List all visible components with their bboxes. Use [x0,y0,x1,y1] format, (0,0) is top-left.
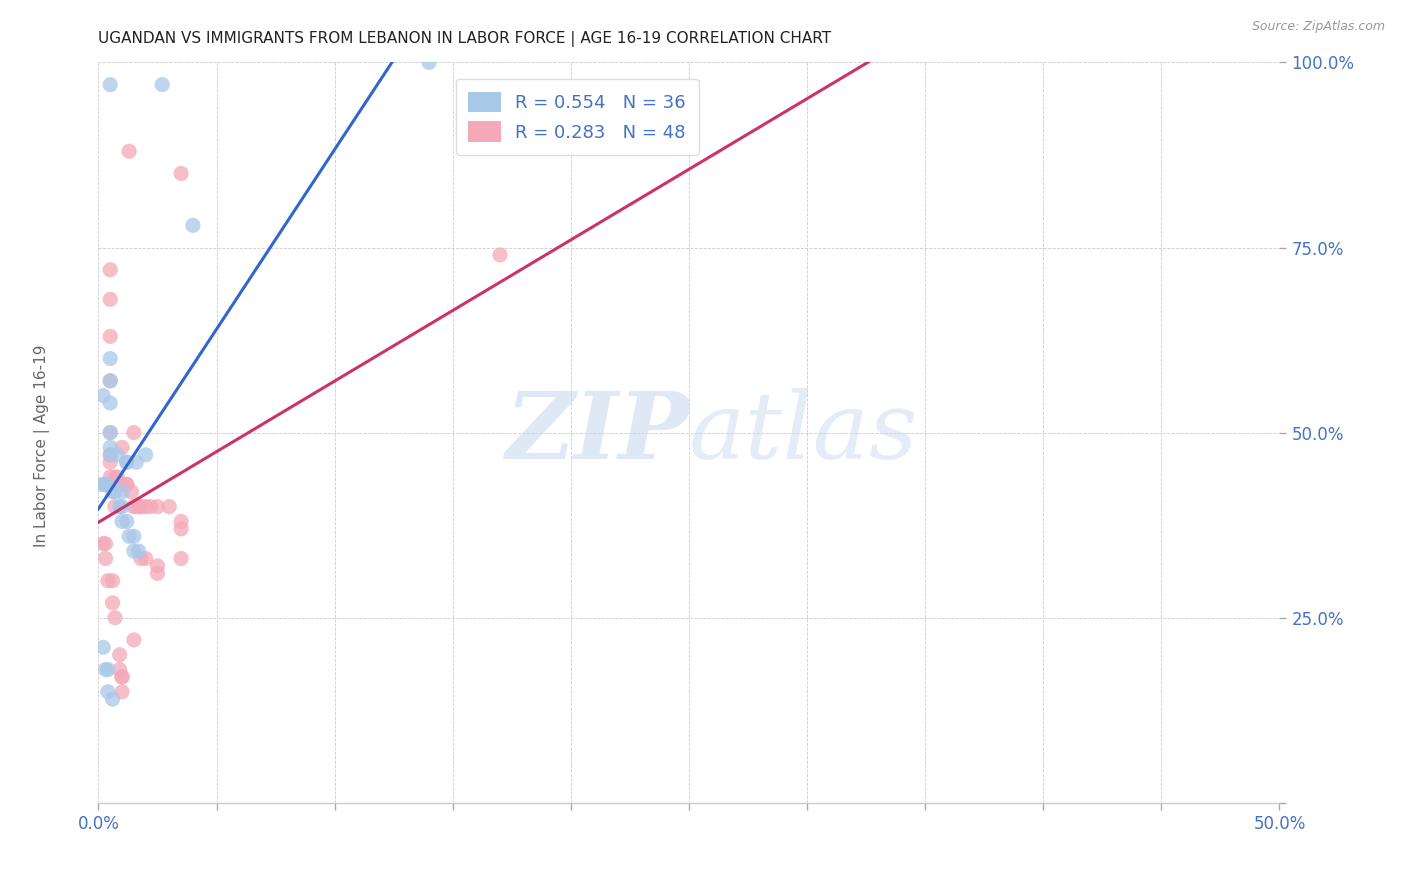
Point [146,558,169,573]
Point [98,441,121,455]
Point [122,544,145,558]
Point [122,529,145,543]
Point [105,448,128,462]
Point [108,648,131,662]
Point [111,441,134,455]
Point [111,477,134,491]
Point [150,78,173,92]
Point [125,500,148,514]
Point [98,425,121,440]
Point [101,692,124,706]
Point [91,388,114,402]
Point [98,329,121,343]
Point [98,470,121,484]
Point [122,425,145,440]
Point [115,477,138,491]
Point [98,293,121,307]
Point [94,477,117,491]
Point [115,477,138,491]
Point [135,551,157,566]
Point [94,477,117,491]
Point [94,551,117,566]
Point [170,166,193,180]
Point [98,396,121,410]
Point [122,632,145,647]
Text: UGANDAN VS IMMIGRANTS FROM LEBANON IN LABOR FORCE | AGE 16-19 CORRELATION CHART: UGANDAN VS IMMIGRANTS FROM LEBANON IN LA… [98,31,831,47]
Point [118,145,141,159]
Point [111,685,134,699]
Legend: R = 0.554   N = 36, R = 0.283   N = 48: R = 0.554 N = 36, R = 0.283 N = 48 [456,78,699,155]
Point [98,448,121,462]
Point [115,515,138,529]
Point [129,551,152,566]
Point [170,551,193,566]
Point [135,500,157,514]
Point [135,448,157,462]
Text: atlas: atlas [689,388,918,477]
Point [101,574,124,588]
Text: ZIP: ZIP [505,388,689,477]
Point [111,500,134,514]
Point [418,55,440,70]
Point [94,663,117,677]
Point [104,470,127,484]
Point [139,500,162,514]
Point [108,663,131,677]
Point [105,470,128,484]
Point [97,574,120,588]
Point [115,455,138,469]
Point [111,515,134,529]
Point [90,477,112,491]
Point [181,219,204,233]
Point [111,484,134,499]
Point [97,663,120,677]
Point [104,610,127,624]
Point [115,455,138,469]
Point [101,596,124,610]
Point [98,374,121,388]
Point [128,544,150,558]
Text: Source: ZipAtlas.com: Source: ZipAtlas.com [1251,20,1385,33]
Point [170,515,193,529]
Point [104,500,127,514]
Point [118,529,141,543]
Point [108,500,131,514]
Point [489,248,512,262]
Point [98,351,121,366]
Point [98,374,121,388]
Point [104,484,127,499]
Point [146,500,169,514]
Point [111,670,134,684]
Point [98,455,121,469]
Point [121,484,143,499]
Point [129,500,152,514]
Point [97,685,120,699]
Point [94,477,117,491]
Point [98,425,121,440]
Point [111,670,134,684]
Point [91,536,114,550]
Point [98,448,121,462]
Point [98,78,121,92]
Point [125,455,148,469]
Point [122,500,145,514]
Point [157,500,180,514]
Point [146,566,169,581]
Point [94,536,117,550]
Point [91,640,114,655]
Point [170,522,193,536]
Point [101,484,124,499]
Point [129,500,152,514]
Text: In Labor Force | Age 16-19: In Labor Force | Age 16-19 [34,344,51,548]
Point [98,262,121,277]
